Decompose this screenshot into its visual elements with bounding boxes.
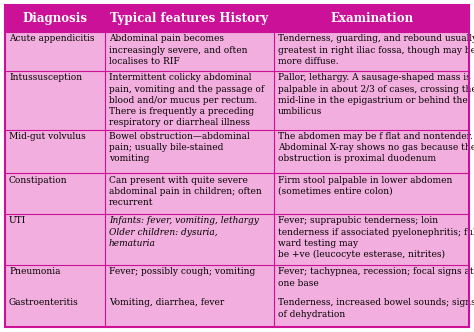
Text: Gastroenteritis: Gastroenteritis — [9, 298, 79, 307]
Text: Intermittent colicky abdominal
pain, vomiting and the passage of
blood and/or mu: Intermittent colicky abdominal pain, vom… — [109, 73, 264, 127]
Text: Fever; suprapubic tenderness; loin
tenderness if associated pyelonephritis; full: Fever; suprapubic tenderness; loin tende… — [278, 216, 474, 259]
Text: Infants: fever, vomiting, lethargy
Older children: dysuria,
hematuria: Infants: fever, vomiting, lethargy Older… — [109, 216, 259, 248]
Bar — [5, 296, 469, 327]
Bar — [5, 129, 469, 173]
Text: Tenderness, guarding, and rebound usually
greatest in right iliac fossa, though : Tenderness, guarding, and rebound usuall… — [278, 35, 474, 66]
Text: Tenderness, increased bowel sounds; signs
of dehydration: Tenderness, increased bowel sounds; sign… — [278, 298, 474, 319]
Text: UTI: UTI — [9, 216, 26, 225]
Text: Firm stool palpable in lower abdomen
(sometimes entire colon): Firm stool palpable in lower abdomen (so… — [278, 176, 453, 196]
Text: Diagnosis: Diagnosis — [22, 12, 87, 25]
Text: Fever; possibly cough; vomiting: Fever; possibly cough; vomiting — [109, 268, 255, 277]
Text: Can present with quite severe
abdominal pain in children; often
recurrent: Can present with quite severe abdominal … — [109, 176, 262, 207]
Bar — [5, 5, 469, 32]
Text: Abdominal pain becomes
increasingly severe, and often
localises to RIF: Abdominal pain becomes increasingly seve… — [109, 35, 247, 66]
Text: Intussusception: Intussusception — [9, 73, 82, 82]
Text: Typical features History: Typical features History — [110, 12, 268, 25]
Text: The abdomen may be f flat and nontender.
Abdominal X-ray shows no gas because th: The abdomen may be f flat and nontender.… — [278, 132, 474, 163]
Text: Vomiting, diarrhea, fever: Vomiting, diarrhea, fever — [109, 298, 224, 307]
Text: Acute appendicitis: Acute appendicitis — [9, 35, 94, 43]
Text: Mid-gut volvulus: Mid-gut volvulus — [9, 132, 86, 141]
Text: Bowel obstruction—abdominal
pain; usually bile-stained
vomiting: Bowel obstruction—abdominal pain; usuall… — [109, 132, 249, 163]
Bar — [5, 32, 469, 71]
Bar — [5, 265, 469, 296]
Text: Fever; tachypnea, recession; focal signs at
one base: Fever; tachypnea, recession; focal signs… — [278, 268, 474, 288]
Bar — [5, 173, 469, 214]
Text: Examination: Examination — [330, 12, 413, 25]
Bar — [5, 71, 469, 129]
Bar — [5, 214, 469, 265]
Text: Pneumonia: Pneumonia — [9, 268, 61, 277]
Text: Pallor, lethargy. A sausage-shaped mass is
palpable in about 2/3 of cases, cross: Pallor, lethargy. A sausage-shaped mass … — [278, 73, 474, 116]
Text: Constipation: Constipation — [9, 176, 68, 185]
